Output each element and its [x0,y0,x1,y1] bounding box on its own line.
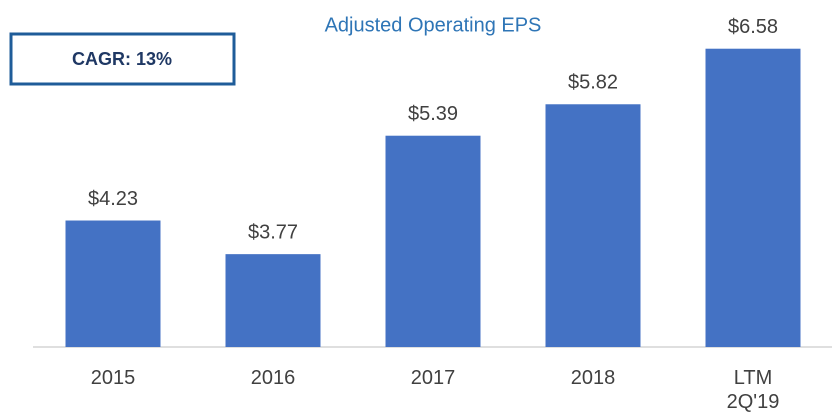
data-label: $4.23 [88,188,138,210]
data-label: $5.82 [568,72,618,94]
bar [385,135,481,347]
bar [65,220,161,347]
x-tick-label: 2016 [250,367,296,389]
x-tick-label: 2015 [90,367,136,389]
x-tick-label: 2017 [410,367,456,389]
bar [225,254,321,347]
data-label: $6.58 [728,16,778,38]
chart-title: Adjusted Operating EPS [325,14,542,36]
bar [545,104,641,347]
annotation-box [9,32,236,86]
annotation: CAGR: 13% [72,49,172,69]
data-label: $3.77 [248,221,298,243]
bar [705,48,801,347]
data-label: $5.39 [408,103,458,125]
x-tick-label: 2018 [570,367,616,389]
